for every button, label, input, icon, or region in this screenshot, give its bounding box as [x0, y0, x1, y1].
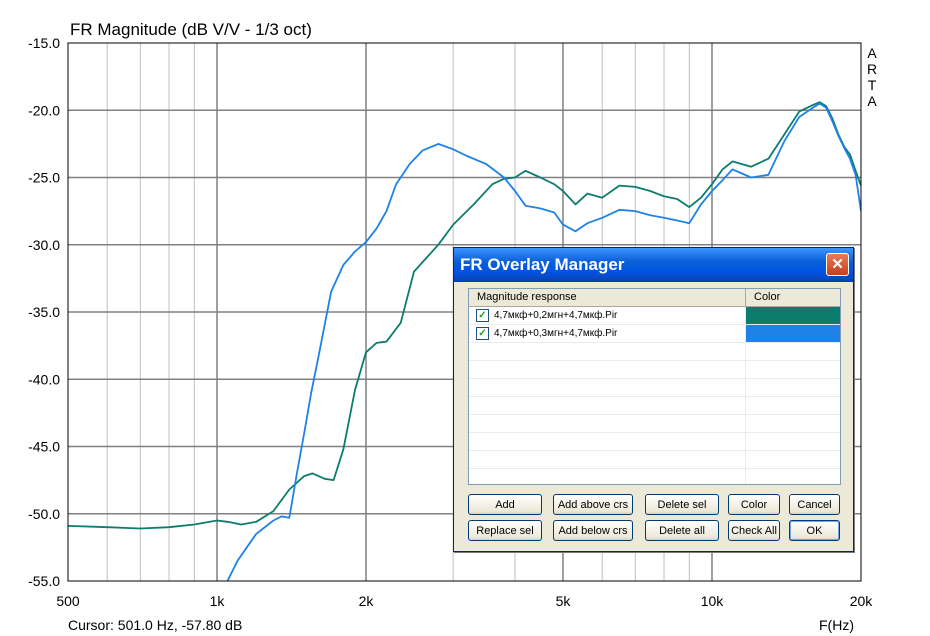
overlay-row-label: 4,7мкф+0,2мгн+4,7мкф.Pir: [494, 310, 618, 321]
chart-title: FR Magnitude (dB V/V - 1/3 oct): [70, 20, 312, 39]
cancel-button[interactable]: Cancel: [789, 494, 840, 515]
overlay-row-color[interactable]: [746, 325, 840, 342]
overlay-list-header: Magnitude response Color: [469, 289, 840, 307]
dialog-title: FR Overlay Manager: [460, 255, 625, 274]
y-tick-label: -50.0: [28, 506, 60, 522]
add-button[interactable]: Add: [468, 494, 542, 515]
overlay-row-color: [746, 361, 840, 378]
overlay-row-label: 4,7мкф+0,3мгн+4,7мкф.Pir: [494, 328, 618, 339]
add-above-crs-button[interactable]: Add above crs: [553, 494, 633, 515]
dialog-titlebar[interactable]: FR Overlay Manager ✕: [454, 248, 853, 282]
x-axis-label: F(Hz): [819, 617, 854, 633]
empty-row: [469, 361, 840, 379]
y-tick-label: -40.0: [28, 371, 60, 387]
empty-row: [469, 397, 840, 415]
overlay-checkbox[interactable]: ✓: [476, 309, 489, 322]
delete-sel-button[interactable]: Delete sel: [645, 494, 719, 515]
x-tick-label: 5k: [556, 593, 572, 609]
y-tick-label: -20.0: [28, 102, 60, 118]
series-line-1: [68, 101, 861, 530]
color-button[interactable]: Color: [728, 494, 780, 515]
add-below-crs-button[interactable]: Add below crs: [553, 520, 633, 541]
series-line-2: [226, 102, 861, 581]
overlay-row-name: [469, 415, 746, 432]
overlay-row-color: [746, 451, 840, 468]
overlay-row-color: [746, 415, 840, 432]
overlay-row-color: [746, 469, 840, 484]
ok-button[interactable]: OK: [789, 520, 840, 541]
y-tick-label: -35.0: [28, 304, 60, 320]
delete-all-button[interactable]: Delete all: [645, 520, 719, 541]
close-icon[interactable]: ✕: [826, 253, 849, 276]
overlay-row-name: [469, 361, 746, 378]
overlay-row[interactable]: ✓ 4,7мкф+0,3мгн+4,7мкф.Pir: [469, 325, 840, 343]
watermark-letter: A: [867, 45, 877, 61]
overlay-row-name: [469, 451, 746, 468]
overlay-row-name: [469, 397, 746, 414]
y-tick-label: -15.0: [28, 35, 60, 51]
watermark-letter: A: [867, 93, 877, 109]
fr-overlay-manager-dialog: FR Overlay Manager ✕ Magnitude response …: [453, 247, 854, 552]
empty-row: [469, 343, 840, 361]
watermark-letter: T: [868, 77, 877, 93]
overlay-row-name: [469, 433, 746, 450]
empty-row: [469, 451, 840, 469]
empty-row: [469, 469, 840, 484]
plot-frame: [67, 42, 862, 582]
cursor-readout: Cursor: 501.0 Hz, -57.80 dB: [68, 617, 242, 633]
column-header-color[interactable]: Color: [754, 291, 781, 303]
overlay-row-name: [469, 379, 746, 396]
empty-row: [469, 433, 840, 451]
y-tick-label: -30.0: [28, 237, 60, 253]
x-tick-labels: 500 1k 2k 5k 10k 20k: [56, 593, 873, 609]
overlay-row-name: ✓ 4,7мкф+0,2мгн+4,7мкф.Pir: [469, 307, 746, 324]
column-header-magnitude[interactable]: Magnitude response: [469, 289, 746, 306]
y-tick-labels: -15.0 -20.0 -25.0 -30.0 -35.0 -40.0 -45.0 -50.0…: [28, 35, 60, 589]
overlay-row-name: [469, 469, 746, 484]
overlay-row-color: [746, 343, 840, 360]
overlay-row[interactable]: ✓ 4,7мкф+0,2мгн+4,7мкф.Pir: [469, 307, 840, 325]
empty-row: [469, 415, 840, 433]
x-tick-label: 10k: [701, 593, 725, 609]
watermark-letter: R: [867, 61, 877, 77]
overlay-row-color: [746, 433, 840, 450]
overlay-row-color: [746, 379, 840, 396]
x-tick-label: 2k: [359, 593, 375, 609]
y-tick-label: -45.0: [28, 439, 60, 455]
x-tick-label: 20k: [850, 593, 874, 609]
overlay-checkbox[interactable]: ✓: [476, 327, 489, 340]
empty-row: [469, 379, 840, 397]
overlay-row-name: ✓ 4,7мкф+0,3мгн+4,7мкф.Pir: [469, 325, 746, 342]
overlay-list[interactable]: Magnitude response Color ✓ 4,7мкф+0,2мгн+…: [468, 288, 841, 485]
check-all-button[interactable]: Check All: [728, 520, 780, 541]
y-tick-label: -55.0: [28, 573, 60, 589]
overlay-row-color[interactable]: [746, 307, 840, 324]
replace-sel-button[interactable]: Replace sel: [468, 520, 542, 541]
overlay-row-color: [746, 397, 840, 414]
y-tick-label: -25.0: [28, 170, 60, 186]
overlay-row-name: [469, 343, 746, 360]
x-tick-label: 1k: [210, 593, 226, 609]
x-tick-label: 500: [56, 593, 80, 609]
series: [68, 101, 861, 581]
